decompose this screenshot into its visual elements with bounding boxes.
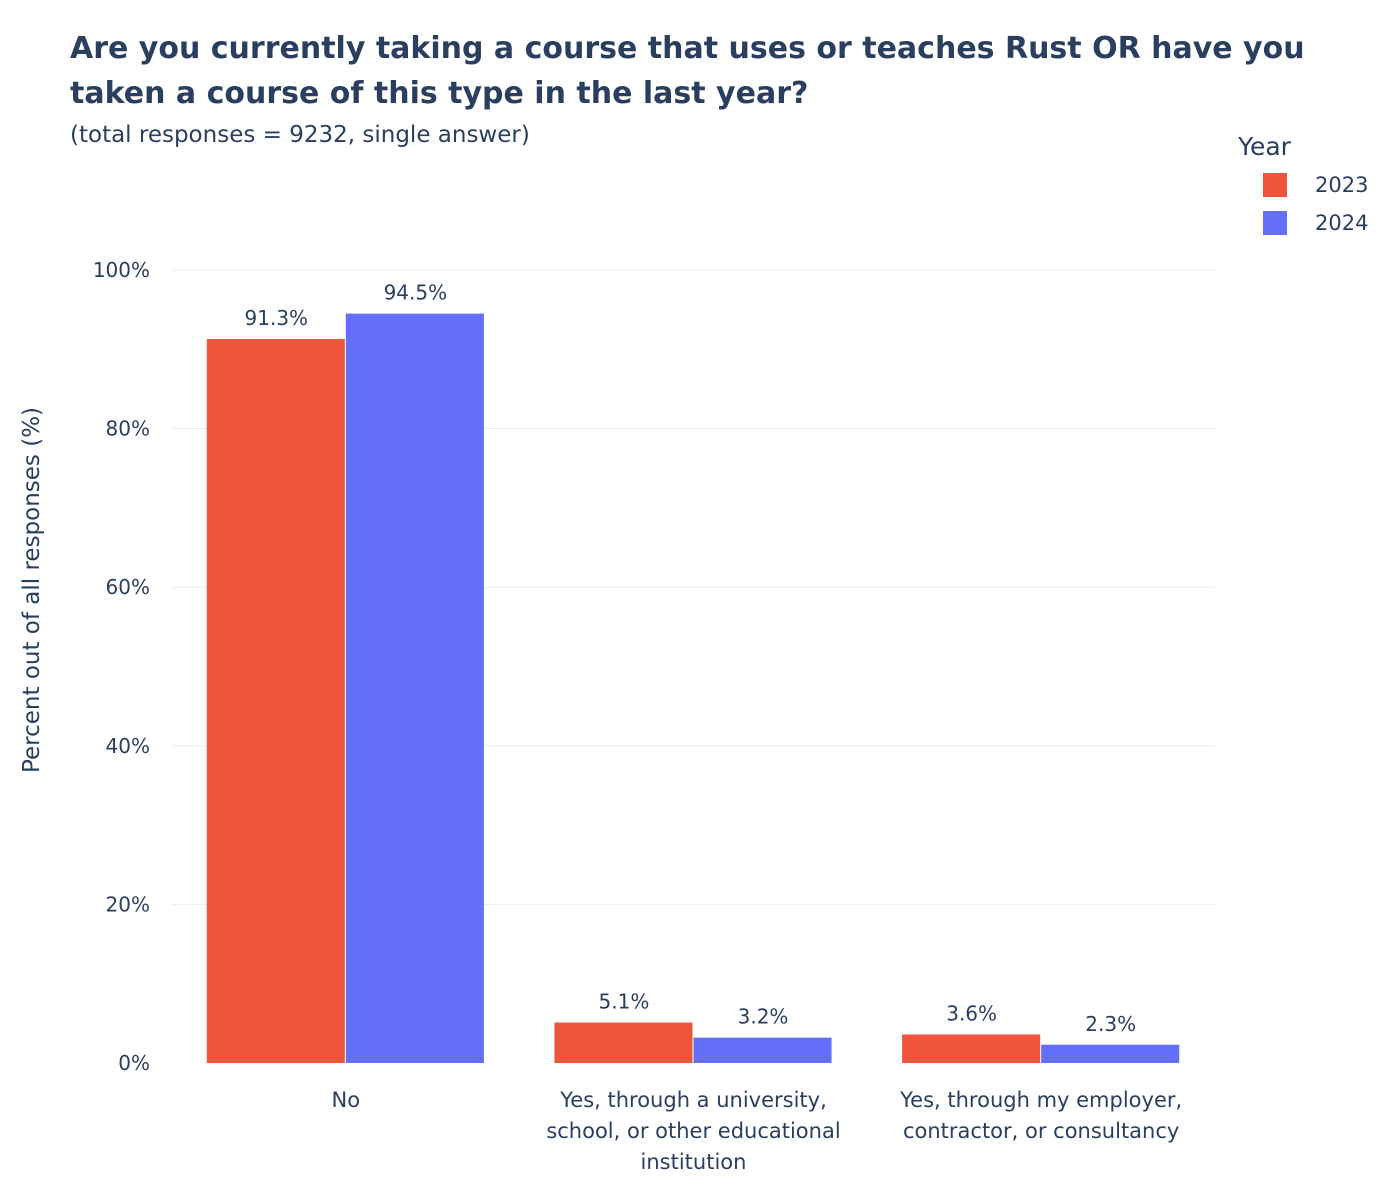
y-tick-label: 80% xyxy=(106,417,150,441)
y-tick-label: 0% xyxy=(118,1051,150,1075)
bar-value-label-2023-2: 3.6% xyxy=(946,1001,997,1025)
bars xyxy=(206,313,1180,1064)
y-tick-label: 20% xyxy=(106,892,150,916)
legend-label-2023: 2023 xyxy=(1315,173,1369,197)
bar-2024-0[interactable] xyxy=(345,313,484,1063)
bar-value-label-2024-1: 3.2% xyxy=(738,1005,789,1029)
legend-label-2024: 2024 xyxy=(1315,211,1369,235)
bar-value-labels: 91.3% 94.5% 5.1% 3.2% 3.6% 2.3% xyxy=(245,281,1137,1036)
x-category-label: No xyxy=(331,1088,361,1112)
chart-title: Are you currently taking a course that u… xyxy=(70,31,1305,111)
legend-swatch-2024 xyxy=(1263,211,1287,235)
legend-title: Year xyxy=(1238,132,1291,161)
x-category-label: Yes, through my employer, contractor, or… xyxy=(900,1088,1183,1143)
legend-swatch-2023 xyxy=(1263,173,1287,197)
chart-subtitle: (total responses = 9232, single answer) xyxy=(70,122,530,148)
bar-2023-0[interactable] xyxy=(206,338,345,1064)
bar-value-label-2023-0: 91.3% xyxy=(245,306,309,330)
bar-2023-1[interactable] xyxy=(554,1022,693,1063)
bar-2024-1[interactable] xyxy=(693,1037,832,1063)
y-tick-label: 60% xyxy=(106,575,150,599)
bar-2023-2[interactable] xyxy=(902,1034,1041,1063)
y-tick-label: 40% xyxy=(106,734,150,758)
bar-value-label-2024-2: 2.3% xyxy=(1085,1012,1136,1036)
legend: Year 2023 2024 xyxy=(1238,128,1388,242)
y-tick-label: 100% xyxy=(93,258,150,282)
bar-2024-2[interactable] xyxy=(1041,1044,1180,1063)
legend-item-2024[interactable]: 2024 xyxy=(1238,204,1388,242)
y-axis-ticks: 0% 20% 40% 60% 80% 100% xyxy=(93,258,150,1075)
x-category-label: Yes, through a university, school, or ot… xyxy=(546,1088,841,1174)
bar-value-label-2023-1: 5.1% xyxy=(599,990,650,1014)
legend-item-2023[interactable]: 2023 xyxy=(1238,166,1388,204)
bar-value-label-2024-0: 94.5% xyxy=(384,281,448,305)
